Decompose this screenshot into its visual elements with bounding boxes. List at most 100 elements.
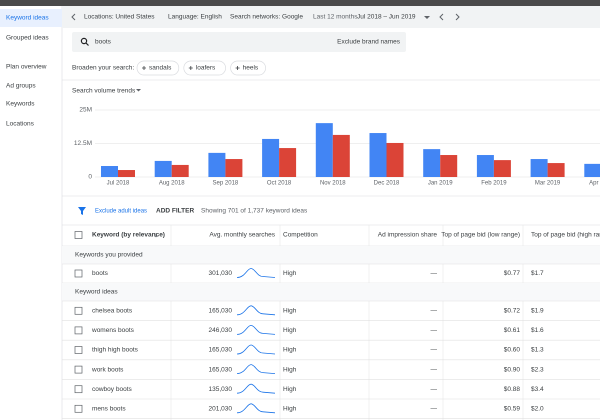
bar — [154, 160, 172, 177]
bar — [279, 148, 297, 177]
keyword: chelsea boots — [92, 308, 133, 315]
bar — [332, 134, 350, 177]
monthly-searches: 135,030 — [209, 386, 233, 393]
sidebar-active — [0, 9, 62, 27]
keyword: cowboy boots — [92, 386, 132, 393]
sparkline — [236, 268, 276, 278]
impression-share: — — [431, 406, 438, 413]
checkbox[interactable] — [74, 385, 83, 394]
exclude-brands[interactable]: Exclude brand names — [337, 39, 401, 46]
search-icon — [80, 37, 88, 45]
bar — [423, 149, 441, 177]
exclude-adult[interactable]: Exclude adult ideas — [95, 209, 147, 215]
search-query: boots — [95, 39, 112, 46]
bid-low: $0.72 — [504, 308, 521, 315]
impression-share: — — [431, 327, 438, 334]
bar — [530, 159, 548, 177]
column-header[interactable]: Ad impression share — [378, 232, 438, 239]
column-header[interactable]: Top of page bid (high range) — [531, 232, 600, 239]
chip-plus — [235, 66, 240, 70]
y-tick-label: 0 — [88, 174, 92, 181]
sidebar-item[interactable]: Plan overview — [6, 64, 47, 71]
x-tick-label: Aug 2018 — [159, 181, 185, 187]
chip[interactable] — [230, 60, 266, 76]
bar — [118, 170, 135, 177]
column-header[interactable]: Competition — [283, 232, 318, 239]
bar — [386, 142, 404, 177]
section-row — [62, 246, 600, 264]
column-header[interactable]: Avg. monthly searches — [209, 232, 275, 239]
showing-count: Showing 701 of 1,737 keyword ideas — [201, 208, 308, 215]
sidebar-item[interactable]: Keywords — [6, 101, 35, 108]
bid-high: $1.3 — [531, 347, 544, 354]
trend-dropdown[interactable] — [136, 89, 141, 92]
search-box[interactable] — [72, 32, 406, 52]
sparkline — [236, 383, 276, 394]
impression-share: — — [431, 386, 438, 393]
keyword: womens boots — [91, 327, 135, 334]
x-tick-label: Jul 2018 — [107, 181, 130, 187]
sidebar — [0, 6, 62, 420]
search-icon-handle — [85, 42, 89, 46]
section-title: Keyword ideas — [75, 289, 118, 296]
checkbox[interactable] — [74, 231, 83, 239]
column-header[interactable]: Keyword (by relevance) — [92, 232, 165, 239]
next-period[interactable] — [455, 13, 460, 21]
filter-locations[interactable]: Locations: United States — [84, 14, 155, 21]
bar — [171, 164, 189, 177]
x-tick-label: Oct 2018 — [267, 181, 292, 187]
period[interactable]: Jul 2018 – Jun 2019 — [357, 14, 416, 21]
checkbox[interactable] — [74, 404, 83, 413]
checkbox[interactable] — [74, 306, 83, 315]
chip[interactable] — [183, 60, 226, 76]
bid-low: $0.60 — [504, 347, 521, 354]
competition: High — [283, 308, 297, 315]
filter-networks[interactable]: Search networks: Google — [230, 14, 303, 21]
sparkline — [236, 344, 276, 355]
sparkline — [236, 324, 276, 335]
checkbox[interactable] — [74, 346, 83, 354]
add-filter[interactable]: ADD FILTER — [156, 208, 194, 215]
prev-period[interactable] — [439, 13, 444, 21]
competition: High — [283, 347, 297, 354]
filter-language[interactable]: Language: English — [168, 14, 222, 21]
competition: High — [283, 270, 297, 277]
chip-plus — [188, 66, 193, 70]
chip[interactable] — [136, 60, 180, 76]
sidebar-item[interactable]: Ad groups — [6, 83, 36, 90]
bid-low: $0.59 — [504, 406, 521, 413]
keyword: mens boots — [92, 406, 126, 413]
bid-high: $1.7 — [531, 270, 544, 277]
checkbox[interactable] — [74, 269, 83, 278]
competition: High — [283, 327, 297, 334]
filter-bar — [62, 6, 600, 28]
bar — [493, 160, 511, 177]
sparkline — [236, 364, 276, 374]
bid-high: $1.6 — [531, 327, 544, 334]
sidebar-item[interactable]: Grouped ideas — [6, 35, 49, 42]
period-dropdown[interactable] — [424, 16, 430, 19]
monthly-searches: 246,030 — [209, 327, 233, 334]
checkbox[interactable] — [74, 326, 83, 335]
checkbox[interactable] — [74, 365, 83, 374]
impression-share: — — [431, 308, 438, 315]
monthly-searches: 165,030 — [209, 366, 233, 373]
keyword: thigh high boots — [92, 347, 139, 354]
chart-title[interactable]: Search volume trends — [72, 88, 136, 95]
monthly-searches: 301,030 — [209, 270, 233, 277]
chip-label: sandals — [149, 65, 172, 72]
bid-low: $0.90 — [504, 366, 521, 373]
sparkline — [236, 305, 276, 316]
impression-share: — — [431, 270, 438, 277]
sidebar-item[interactable]: Locations — [6, 121, 35, 128]
bid-low: $0.61 — [504, 327, 521, 334]
sidebar-item[interactable]: Keyword ideas — [6, 15, 49, 22]
bar — [369, 133, 387, 177]
filter-icon[interactable] — [78, 207, 86, 215]
monthly-searches: 165,030 — [209, 308, 233, 315]
competition: High — [283, 366, 297, 373]
section-row — [62, 283, 600, 301]
y-tick-label: 25M — [79, 107, 92, 114]
back-arrow[interactable] — [71, 13, 76, 21]
column-header[interactable]: Top of page bid (low range) — [441, 232, 520, 239]
